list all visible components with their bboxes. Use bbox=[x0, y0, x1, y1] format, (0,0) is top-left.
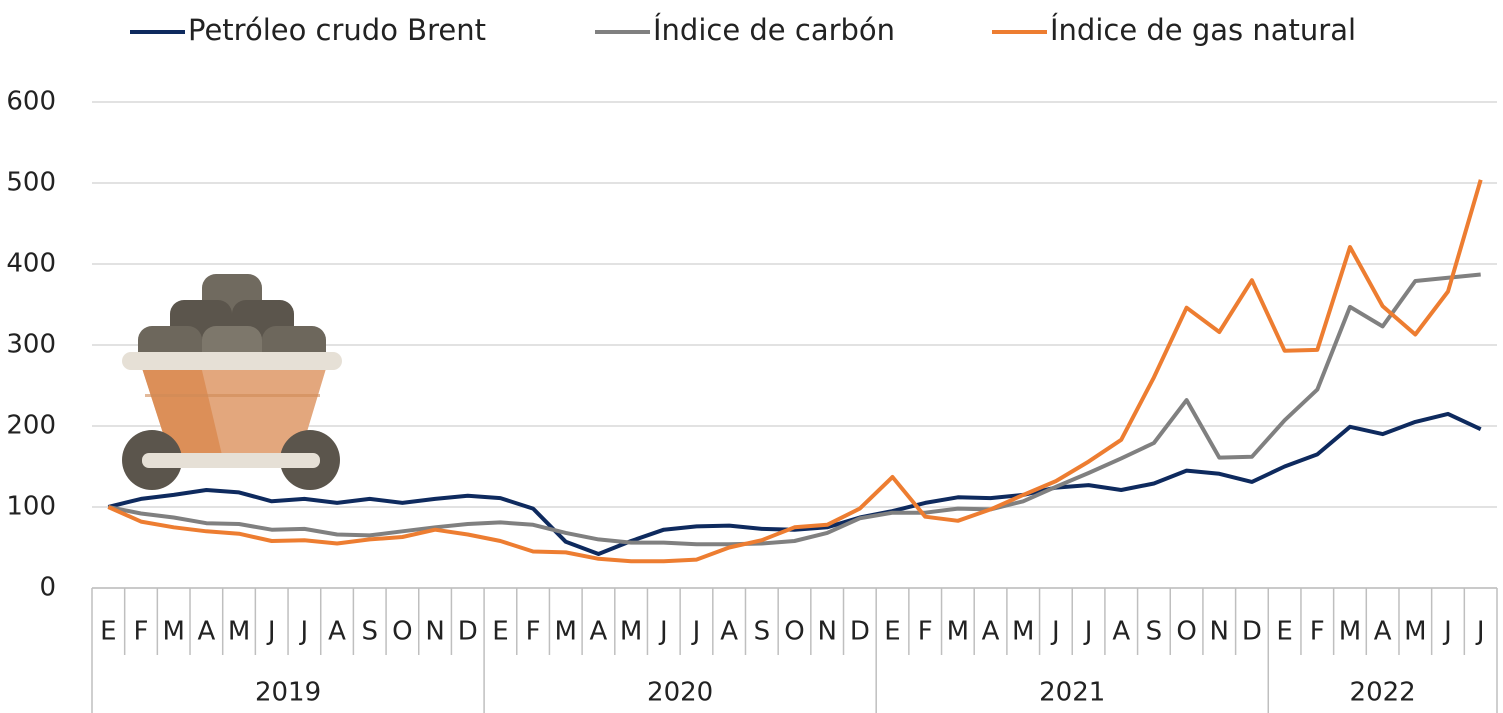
y-tick-label: 600 bbox=[6, 87, 56, 117]
x-tick-label: F bbox=[1310, 617, 1325, 647]
y-tick-label: 400 bbox=[6, 249, 56, 279]
x-tick-label: A bbox=[982, 617, 1000, 647]
x-tick-label: N bbox=[1210, 617, 1229, 647]
x-tick-label: O bbox=[392, 617, 412, 647]
x-tick-label: E bbox=[1276, 617, 1292, 647]
x-tick-label: A bbox=[590, 617, 608, 647]
legend-label: Índice de gas natural bbox=[1050, 13, 1356, 47]
x-tick-label: M bbox=[1012, 617, 1034, 647]
legend-label: Petróleo crudo Brent bbox=[188, 13, 486, 47]
x-tick-label: O bbox=[1176, 617, 1196, 647]
x-tick-label: M bbox=[947, 617, 969, 647]
year-label: 2021 bbox=[1039, 678, 1105, 708]
x-tick-label: J bbox=[691, 617, 701, 647]
x-tick-label: M bbox=[1404, 617, 1426, 647]
x-tick-label: A bbox=[1112, 617, 1130, 647]
y-tick-label: 200 bbox=[6, 411, 56, 441]
year-label: 2019 bbox=[255, 678, 321, 708]
x-tick-label: F bbox=[526, 617, 541, 647]
x-tick-label: J bbox=[1050, 617, 1060, 647]
x-tick-label: A bbox=[1374, 617, 1392, 647]
year-label: 2022 bbox=[1350, 678, 1416, 708]
y-tick-label: 0 bbox=[39, 573, 56, 603]
x-tick-label: S bbox=[754, 617, 771, 647]
x-tick-label: S bbox=[1146, 617, 1163, 647]
year-label: 2020 bbox=[647, 678, 713, 708]
x-tick-label: M bbox=[555, 617, 577, 647]
x-tick-label: A bbox=[720, 617, 738, 647]
x-tick-label: J bbox=[266, 617, 276, 647]
x-tick-label: F bbox=[918, 617, 933, 647]
x-tick-label: M bbox=[162, 617, 184, 647]
x-tick-label: J bbox=[1475, 617, 1485, 647]
x-tick-label: D bbox=[458, 617, 478, 647]
x-tick-label: M bbox=[620, 617, 642, 647]
legend-label: Índice de carbón bbox=[653, 13, 895, 47]
x-tick-label: J bbox=[299, 617, 309, 647]
x-tick-label: M bbox=[1339, 617, 1361, 647]
x-tick-label: J bbox=[1442, 617, 1452, 647]
x-tick-label: N bbox=[425, 617, 444, 647]
x-tick-label: N bbox=[817, 617, 836, 647]
x-tick-label: A bbox=[197, 617, 215, 647]
x-tick-label: D bbox=[850, 617, 870, 647]
y-tick-label: 300 bbox=[6, 330, 56, 360]
x-tick-label: E bbox=[492, 617, 508, 647]
x-tick-label: S bbox=[361, 617, 378, 647]
x-tick-label: F bbox=[134, 617, 149, 647]
y-tick-label: 500 bbox=[6, 168, 56, 198]
x-tick-label: E bbox=[884, 617, 900, 647]
y-tick-label: 100 bbox=[6, 492, 56, 522]
x-tick-label: E bbox=[100, 617, 116, 647]
chart: 0100200300400500600EFMAMJJASONDEFMAMJJAS… bbox=[0, 0, 1503, 713]
x-tick-label: J bbox=[658, 617, 668, 647]
coal-cart-icon bbox=[122, 274, 342, 490]
x-tick-label: O bbox=[784, 617, 804, 647]
x-tick-label: M bbox=[228, 617, 250, 647]
x-tick-label: J bbox=[1083, 617, 1093, 647]
x-tick-label: A bbox=[328, 617, 346, 647]
x-tick-label: D bbox=[1242, 617, 1262, 647]
series-line bbox=[108, 275, 1480, 545]
